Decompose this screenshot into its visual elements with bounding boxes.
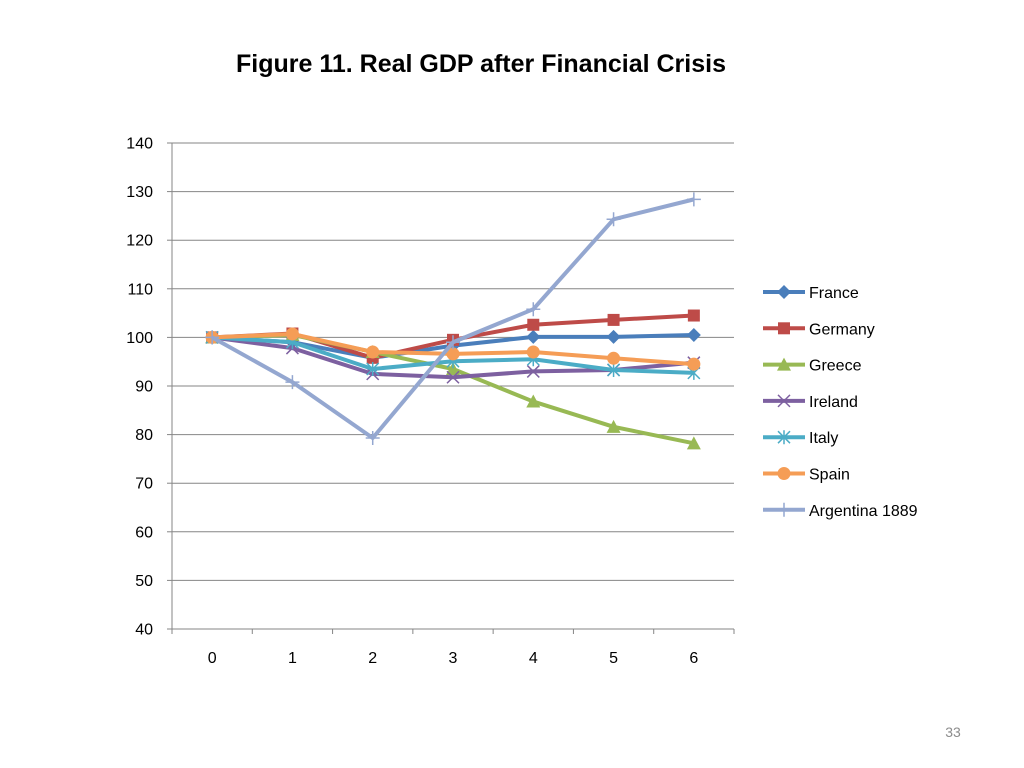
legend-marker — [778, 322, 790, 335]
legend: France Germany Greece Ireland Italy Spain Arge… — [763, 285, 918, 520]
data-point-germany — [527, 318, 540, 331]
legend-marker — [777, 502, 791, 517]
data-point-argentina-1889 — [526, 302, 541, 317]
y-tick-label: 90 — [135, 379, 153, 396]
legend-marker — [777, 467, 791, 480]
y-tick-label: 40 — [135, 622, 153, 639]
data-point-argentina-1889 — [285, 375, 300, 390]
x-tick-label: 0 — [208, 650, 217, 667]
legend-marker — [777, 357, 791, 371]
legend-label: Greece — [809, 358, 862, 375]
legend-item-germany: Germany — [763, 321, 875, 338]
series-spain — [205, 327, 701, 371]
data-point-germany — [687, 309, 700, 322]
legend-marker — [777, 394, 791, 408]
data-point-ireland — [446, 370, 460, 384]
x-tick-label: 3 — [449, 650, 458, 667]
data-point-italy — [607, 362, 621, 377]
legend-item-italy: Italy — [763, 430, 838, 447]
data-point-france — [606, 329, 621, 344]
data-point-spain — [285, 327, 299, 341]
data-point-greece — [686, 436, 701, 450]
chart-title: Figure 11. Real GDP after Financial Cris… — [235, 50, 726, 78]
legend-item-ireland: Ireland — [763, 394, 858, 411]
data-point-argentina-1889 — [446, 335, 460, 350]
legend-label: France — [809, 285, 859, 302]
data-point-greece — [606, 419, 621, 433]
data-point-spain — [607, 351, 621, 365]
legend-item-france: France — [763, 285, 859, 302]
series-argentina-1889 — [205, 192, 701, 446]
x-tick-label: 4 — [529, 650, 538, 667]
x-tick-label: 1 — [288, 650, 297, 667]
legend-label: Argentina 1889 — [809, 503, 918, 520]
data-point-spain — [687, 357, 701, 371]
legend-label: Ireland — [809, 394, 858, 411]
data-point-italy — [366, 361, 380, 376]
x-tick-label: 5 — [609, 650, 618, 667]
data-point-argentina-1889 — [365, 431, 380, 446]
y-tick-label: 50 — [135, 573, 153, 590]
y-tick-label: 100 — [126, 330, 153, 347]
axes — [167, 142, 735, 634]
legend-marker — [777, 430, 791, 445]
legend-label: Spain — [809, 467, 850, 484]
legend-marker — [777, 285, 791, 299]
data-point-france — [686, 327, 701, 342]
x-tick-label: 2 — [368, 650, 377, 667]
y-tick-label: 130 — [126, 184, 153, 201]
y-tick-label: 80 — [135, 427, 153, 444]
legend-item-argentina-1889: Argentina 1889 — [763, 503, 918, 520]
data-point-argentina-1889 — [205, 330, 220, 345]
slide-number: 33 — [945, 724, 961, 740]
data-point-spain — [526, 345, 540, 359]
legend-item-greece: Greece — [763, 357, 862, 375]
y-tick-label: 120 — [126, 233, 153, 250]
y-tick-label: 70 — [135, 476, 153, 493]
data-point-ireland — [526, 364, 540, 378]
y-tick-label: 110 — [127, 281, 153, 298]
data-point-germany — [607, 313, 620, 326]
y-tick-label: 140 — [126, 136, 153, 153]
data-point-greece — [526, 394, 541, 408]
x-axis-ticks: 0 1 2 3 4 5 6 — [208, 650, 699, 667]
data-point-argentina-1889 — [606, 212, 621, 227]
series-lines — [205, 192, 701, 450]
y-axis-ticks: 40 50 60 70 80 90 100 110 120 130 140 — [126, 136, 153, 639]
data-point-france — [526, 329, 541, 344]
data-point-greece — [446, 361, 460, 375]
y-tick-label: 60 — [135, 524, 153, 541]
legend-item-spain: Spain — [763, 467, 850, 484]
legend-label: Italy — [809, 430, 838, 447]
x-tick-label: 6 — [689, 650, 698, 667]
legend-label: Germany — [809, 321, 875, 338]
data-point-spain — [446, 347, 460, 361]
data-point-spain — [366, 345, 380, 359]
data-point-argentina-1889 — [686, 192, 701, 207]
